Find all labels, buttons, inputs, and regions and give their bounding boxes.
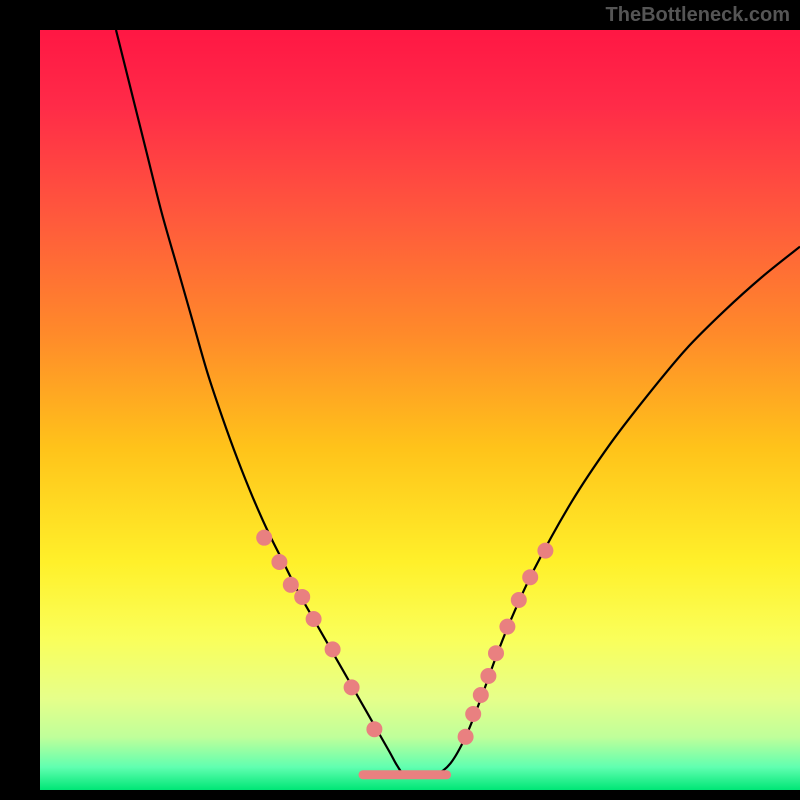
data-marker — [522, 569, 538, 585]
gradient-background — [40, 30, 800, 790]
data-marker — [511, 592, 527, 608]
data-marker — [344, 679, 360, 695]
data-marker — [306, 611, 322, 627]
data-marker — [480, 668, 496, 684]
data-marker — [458, 729, 474, 745]
data-marker — [465, 706, 481, 722]
watermark-text: TheBottleneck.com — [606, 4, 790, 27]
data-marker — [271, 554, 287, 570]
plot-area — [40, 30, 800, 790]
data-marker — [283, 577, 299, 593]
chart-frame: TheBottleneck.com — [0, 0, 800, 800]
data-marker — [366, 721, 382, 737]
data-marker — [499, 619, 515, 635]
data-marker — [294, 589, 310, 605]
data-marker — [325, 641, 341, 657]
chart-svg — [40, 30, 800, 790]
data-marker — [256, 530, 272, 546]
data-marker — [473, 687, 489, 703]
data-marker — [488, 645, 504, 661]
data-marker — [537, 543, 553, 559]
